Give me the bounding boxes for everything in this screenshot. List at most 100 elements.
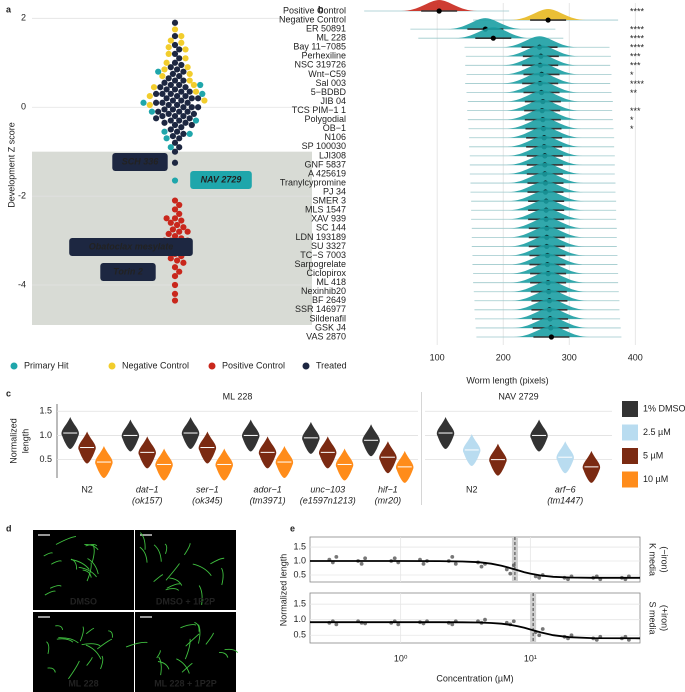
worm: [78, 566, 97, 578]
ridge: [509, 253, 586, 265]
y-axis-label: Normalized: [8, 418, 18, 464]
significance-label: ****: [630, 24, 645, 34]
worm: [153, 574, 164, 583]
ridge: [504, 108, 581, 120]
micrograph: [135, 530, 236, 610]
data-point: [453, 561, 458, 566]
category-label: N2: [466, 484, 478, 494]
data-point: [192, 117, 200, 124]
panel-label: e: [290, 523, 295, 533]
data-point: [167, 144, 174, 151]
y-axis-label: length: [20, 429, 30, 454]
data-point: [180, 68, 187, 75]
data-point: [195, 104, 202, 111]
data-point: [180, 104, 187, 111]
data-point: [483, 617, 487, 622]
worm: [158, 656, 162, 676]
category-label: VAS 2870: [306, 331, 346, 341]
category-label: PJ 34: [323, 186, 346, 196]
y-tick-label: 0.5: [39, 454, 52, 464]
legend-swatch: [302, 362, 310, 370]
category-label: SSR 146977: [295, 304, 346, 314]
legend-label: 5 µM: [643, 450, 663, 460]
image-label: DMSO: [70, 596, 97, 606]
ridge: [508, 226, 585, 238]
worm: [58, 637, 79, 644]
ridge: [508, 208, 585, 220]
facet-label: S media: [648, 601, 658, 634]
data-point: [479, 564, 484, 569]
data-point: [184, 228, 191, 235]
image-label: ML 228: [68, 678, 98, 688]
worm: [47, 667, 56, 673]
panel-label: d: [6, 523, 12, 533]
category-label: Perhexiline: [301, 51, 346, 61]
ridge: [505, 117, 582, 129]
median-dot: [545, 17, 551, 23]
data-point: [169, 70, 176, 77]
category-label: Sildenafil: [309, 313, 346, 323]
data-point: [171, 148, 179, 155]
legend-label: Treated: [316, 360, 347, 370]
annotation-label: SCH 336: [122, 156, 160, 166]
ridge: [513, 326, 590, 337]
data-point: [159, 73, 166, 80]
category-label: N2: [81, 484, 93, 494]
significance-label: ****: [630, 79, 645, 89]
data-point: [174, 221, 181, 229]
data-point: [178, 97, 185, 104]
data-point: [176, 108, 183, 115]
data-point: [537, 575, 542, 580]
data-point: [163, 95, 170, 102]
data-point: [178, 88, 185, 95]
legend-swatch: [10, 362, 18, 370]
legend-swatch: [622, 401, 638, 417]
category-label: BF 2649: [312, 295, 346, 305]
data-point: [176, 73, 183, 80]
y-tick-label: 0.5: [293, 630, 306, 640]
data-point: [511, 619, 516, 624]
worm: [205, 632, 214, 645]
data-point: [167, 64, 174, 71]
data-point: [182, 55, 189, 62]
data-point: [184, 108, 191, 115]
worm: [181, 662, 193, 673]
worm: [55, 625, 64, 631]
data-point: [165, 75, 172, 82]
data-point: [161, 66, 168, 73]
data-point: [182, 119, 189, 126]
worm: [86, 562, 92, 582]
data-point: [169, 97, 176, 104]
data-point: [169, 133, 176, 140]
category-label: (ok157): [132, 495, 163, 505]
panel-label: c: [6, 388, 11, 398]
legend-label: 10 µM: [643, 474, 668, 484]
data-point: [161, 79, 168, 86]
worm: [96, 638, 112, 650]
data-point: [174, 128, 181, 135]
data-point: [165, 44, 172, 51]
category-label: SP 100030: [302, 141, 346, 151]
worm: [183, 543, 191, 556]
data-point: [182, 84, 189, 91]
ridge: [447, 18, 524, 30]
ridge: [502, 45, 579, 57]
worm: [85, 644, 102, 660]
category-label: SMER 3: [312, 196, 346, 206]
data-point: [190, 81, 197, 89]
category-label: (e1597n1213): [300, 495, 356, 505]
data-point: [450, 554, 455, 559]
category-label: NSC 319726: [294, 60, 346, 70]
ridge: [504, 90, 581, 102]
y-tick-label: 2: [21, 13, 26, 23]
data-point: [171, 233, 179, 240]
facet-label: (−iron): [660, 546, 670, 572]
significance-label: ***: [630, 61, 641, 71]
y-tick-label: 1.5: [39, 406, 52, 416]
category-label: hif−1: [378, 484, 398, 494]
fit-line: [310, 621, 641, 640]
data-point: [180, 224, 187, 231]
data-point: [155, 108, 162, 115]
data-point: [171, 281, 179, 289]
